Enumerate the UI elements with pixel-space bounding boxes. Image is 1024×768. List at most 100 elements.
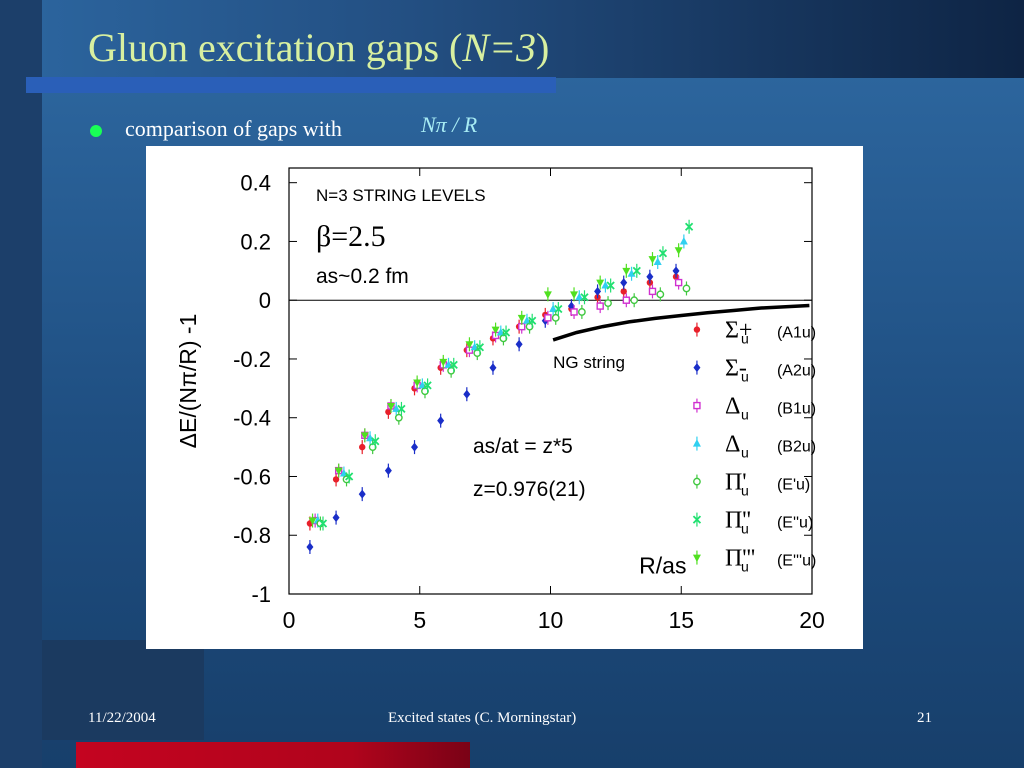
bullet-dot-icon (90, 125, 102, 137)
series-E''u (318, 219, 694, 531)
data-point (360, 432, 369, 440)
data-point (596, 279, 605, 288)
data-point (684, 222, 694, 231)
footer-center-text: Excited states (C. Morningstar) (388, 710, 577, 726)
title-underline-bar (26, 77, 556, 93)
title-prefix: Gluon excitation gaps ( (88, 25, 463, 70)
legend-subscript: u (741, 521, 749, 537)
footer-page-number: 21 (917, 710, 932, 726)
legend-symbol: Σ- (725, 356, 747, 382)
data-point (693, 477, 701, 486)
data-point (627, 269, 636, 277)
decorative-red-bar (76, 742, 470, 768)
data-point (475, 343, 485, 352)
data-point (674, 278, 683, 287)
legend-entry: Π'u (E'u) (693, 470, 810, 499)
data-point (580, 293, 589, 302)
y-tick-label: -0.8 (233, 523, 271, 548)
data-point (384, 466, 392, 476)
data-point (371, 437, 380, 446)
left-margin-band (0, 0, 42, 768)
data-point (423, 381, 432, 390)
y-tick-label: 0 (259, 288, 271, 313)
data-point (413, 379, 422, 387)
legend-symbol: Π'' (725, 508, 751, 534)
data-point (366, 433, 375, 442)
data-point (620, 278, 628, 288)
legend-subscript: u (741, 559, 749, 575)
anisotropy-label: as/at = z*5 (473, 435, 573, 458)
data-point (394, 413, 403, 422)
legend-entry: Σ+u (A1u) (693, 318, 816, 347)
legend-subscript: u (741, 369, 749, 385)
legend-subscript: u (741, 445, 749, 461)
x-tick-label: 5 (413, 607, 426, 633)
y-tick-label: -0.4 (233, 406, 271, 431)
slide-title: Gluon excitation gaps (N=3) (88, 24, 549, 71)
y-tick-label: 0.2 (240, 229, 271, 254)
data-point (465, 341, 474, 349)
series-E'''u (308, 243, 683, 528)
y-tick-label: -1 (251, 582, 271, 607)
decorative-block (42, 640, 204, 740)
legend-entry: Σ-u (A2u) (693, 356, 816, 385)
data-point (692, 439, 701, 447)
legend-irrep: (B1u) (777, 401, 816, 418)
data-point (332, 513, 340, 523)
data-point (544, 314, 552, 322)
data-point (577, 308, 586, 316)
data-point (517, 314, 526, 323)
data-point (437, 416, 445, 426)
data-point (672, 266, 680, 276)
data-point (463, 389, 471, 399)
data-point (658, 249, 668, 258)
z-value-label: z=0.976(21) (473, 478, 586, 501)
data-point (386, 402, 395, 411)
data-point (674, 247, 683, 255)
bullet-text: comparison of gaps with (125, 116, 342, 141)
data-point (470, 342, 479, 351)
legend-entry: Π'''u (E'''u) (692, 546, 816, 575)
string-levels-chart: 0 5 10 15 20 0.4 0.2 0 -0.2 -0.4 -0.6 -0.8 -1 ΔE/(Nπ/… (175, 167, 825, 633)
data-point (358, 489, 366, 499)
title-equals: =3 (489, 25, 537, 70)
legend-irrep: (E'''u) (777, 553, 816, 570)
legend-irrep: (A2u) (777, 363, 816, 380)
legend-symbol: Δ (725, 394, 740, 420)
x-tick-label: 0 (283, 607, 296, 633)
y-tick-label: -0.2 (233, 347, 271, 372)
data-point (567, 301, 575, 311)
data-point (693, 326, 701, 333)
data-point (575, 292, 584, 301)
data-point (522, 316, 531, 324)
legend-irrep: (E''u) (777, 515, 813, 532)
data-point (359, 443, 366, 451)
x-tick-label: 15 (668, 607, 694, 633)
data-point (496, 328, 505, 336)
data-point (528, 316, 537, 325)
footer-date: 11/22/2004 (88, 710, 156, 726)
legend-symbol: Σ+ (725, 318, 753, 344)
data-point (632, 266, 641, 275)
data-point (606, 281, 615, 290)
x-axis-label: R/as (639, 552, 686, 578)
data-point (554, 304, 563, 314)
data-point (491, 326, 500, 335)
data-point (449, 360, 458, 369)
legend-symbol: Π' (725, 470, 747, 496)
legend-subscript: u (741, 407, 749, 423)
data-point (594, 286, 602, 296)
data-point (549, 304, 558, 313)
data-point (439, 358, 448, 367)
y-tick-label: -0.6 (233, 464, 271, 489)
data-point (334, 467, 343, 476)
data-point (570, 291, 579, 299)
data-point (656, 290, 665, 299)
legend-irrep: (B2u) (777, 439, 816, 456)
data-point (692, 515, 702, 524)
data-point (601, 281, 610, 289)
data-point (693, 401, 701, 410)
data-point (682, 284, 691, 293)
data-point (339, 469, 348, 477)
